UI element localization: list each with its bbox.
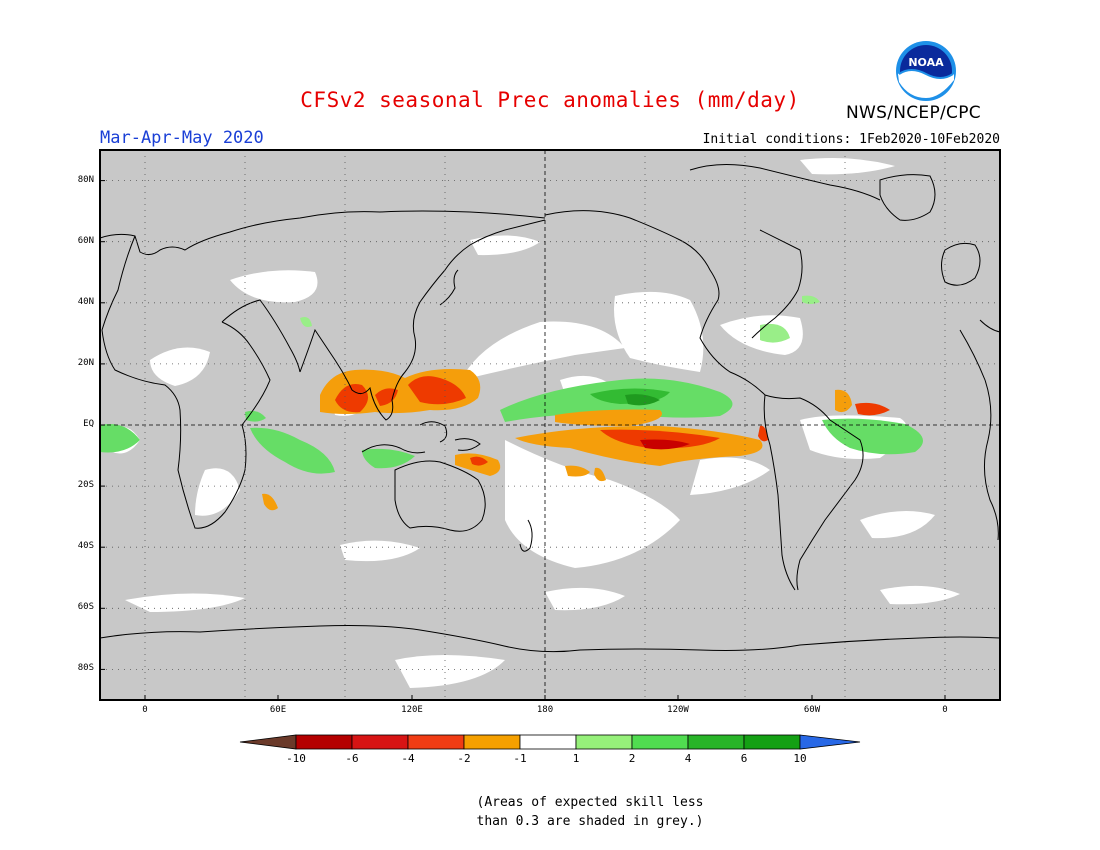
lon-label-120w: 120W (667, 705, 689, 715)
colorbar-segment (351, 734, 409, 750)
lat-label-eq: EQ (83, 419, 94, 429)
positive-anomaly-areas (100, 295, 923, 474)
lon-label-0-west: 0 (142, 705, 148, 715)
colorbar-segment (743, 734, 801, 750)
initial-conditions-label: Initial conditions: 1Feb2020-10Feb2020 (702, 132, 1000, 147)
agency-label: NWS/NCEP/CPC (846, 103, 981, 123)
lat-label-20s: 20S (77, 480, 94, 490)
lon-label-120e: 120E (401, 705, 423, 715)
colorbar-label: 2 (628, 752, 636, 765)
axis-ticks (100, 180, 946, 700)
colorbar-segment (575, 734, 633, 750)
chart-title: CFSv2 seasonal Prec anomalies (mm/day) (300, 88, 800, 112)
colorbar-label: -1 (513, 752, 527, 765)
lat-label-80s: 80S (77, 663, 94, 673)
noaa-logo: NOAA (896, 41, 956, 101)
colorbar-segment (463, 734, 521, 750)
colorbar-label: -10 (286, 752, 306, 765)
skill-note: (Areas of expected skill less than 0.3 a… (440, 793, 740, 831)
lat-label-60s: 60S (77, 602, 94, 612)
skill-note-line-2: than 0.3 are shaded in grey.) (476, 814, 704, 829)
season-label: Mar-Apr-May 2020 (100, 128, 264, 148)
lat-label-20n: 20N (77, 358, 94, 368)
colorbar-label: 10 (793, 752, 807, 765)
lon-label-60w: 60W (803, 705, 821, 715)
skill-note-line-1: (Areas of expected skill less (476, 795, 704, 810)
colorbar-segment (687, 734, 745, 750)
colorbar-segment (519, 734, 577, 750)
lon-label-0-east: 0 (942, 705, 948, 715)
lat-lon-grid (100, 150, 1000, 700)
colorbar-upper-arrow (799, 734, 861, 750)
colorbar-label: 1 (572, 752, 580, 765)
lat-label-60n: 60N (77, 236, 94, 246)
negative-anomaly-areas (262, 369, 890, 511)
lon-label-60e: 60E (269, 705, 287, 715)
lon-label-180: 180 (536, 705, 554, 715)
colorbar-label: -6 (345, 752, 359, 765)
logo-text: NOAA (908, 56, 944, 69)
colorbar-segment (295, 734, 353, 750)
colorbar-label: 6 (740, 752, 748, 765)
lat-label-80n: 80N (77, 175, 94, 185)
lat-label-40s: 40S (77, 541, 94, 551)
coastlines (100, 163, 1000, 653)
colorbar-lower-arrow (239, 734, 297, 750)
colorbar-label: -4 (401, 752, 415, 765)
reference-lines (100, 150, 1000, 700)
lat-label-40n: 40N (77, 297, 94, 307)
colorbar-label: -2 (457, 752, 471, 765)
colorbar-segment (407, 734, 465, 750)
colorbar-segment (631, 734, 689, 750)
colorbar-segments (295, 734, 801, 750)
colorbar-label: 4 (684, 752, 692, 765)
